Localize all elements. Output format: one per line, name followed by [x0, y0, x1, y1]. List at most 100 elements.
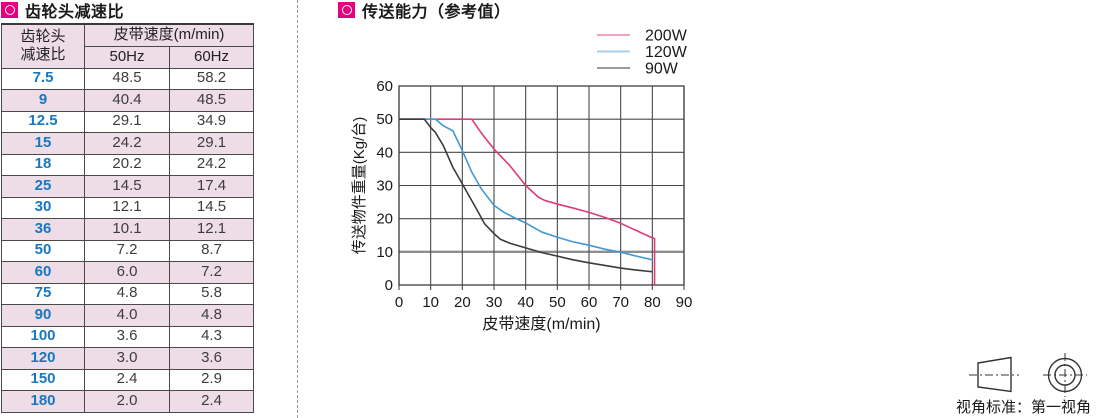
- x-tick-label: 20: [454, 294, 471, 311]
- section-bullet-icon: [338, 1, 355, 18]
- speed-60hz-cell: 58.2: [168, 67, 255, 90]
- series-line-120W: [399, 118, 653, 261]
- speed-60hz-cell: 34.9: [168, 110, 255, 133]
- series-line-90W: [399, 118, 653, 273]
- speed-50hz-cell: 10.1: [84, 218, 170, 241]
- speed-50hz-cell: 7.2: [84, 239, 170, 262]
- speed-60hz-cell: 2.4: [168, 390, 255, 413]
- speed-60hz-cell: 12.1: [168, 218, 255, 241]
- section-bullet-icon: [1, 1, 18, 18]
- y-tick-label: 0: [385, 277, 393, 294]
- table-row: 30 12.1 14.5: [1, 196, 255, 219]
- speed-60hz-cell: 4.8: [168, 304, 255, 327]
- chart-section-title-text: 传送能力（参考值）: [362, 3, 511, 21]
- ratio-cell: 12.5: [1, 110, 85, 133]
- table-row: 180 2.0 2.4: [1, 390, 255, 413]
- legend-label-90W: 90W: [645, 61, 679, 78]
- y-tick-label: 40: [376, 144, 393, 161]
- gear-ratio-table-body: 7.5 48.5 58.2 9 40.4 48.5 12.5 29.1 34.9 15 24.2 29…: [1, 67, 255, 413]
- gear-ratio-table: 齿轮头 减速比 皮带速度(m/min) 50Hz 60Hz 7.5 48.5 58.…: [1, 23, 255, 413]
- ratio-cell: 30: [1, 196, 85, 219]
- plot-frame: [398, 85, 685, 286]
- table-row: 18 20.2 24.2: [1, 153, 255, 176]
- speed-50hz-cell: 6.0: [84, 261, 170, 284]
- speed-50hz-cell: 48.5: [84, 67, 170, 90]
- ratio-cell: 50: [1, 239, 85, 262]
- ratio-cell: 36: [1, 218, 85, 241]
- speed-60hz-cell: 8.7: [168, 239, 255, 262]
- table-row: 90 4.0 4.8: [1, 304, 255, 327]
- x-tick-label: 60: [581, 294, 598, 311]
- table-row: 100 3.6 4.3: [1, 325, 255, 348]
- legend-label-200W: 200W: [645, 28, 688, 45]
- x-tick-label: 80: [644, 294, 661, 311]
- speed-50hz-cell: 2.4: [84, 368, 170, 391]
- table-row: 36 10.1 12.1: [1, 218, 255, 241]
- speed-50hz-cell: 14.5: [84, 175, 170, 198]
- table-section-title-text: 齿轮头减速比: [25, 3, 125, 21]
- chart-section-title: 传送能力（参考值）: [338, 1, 511, 21]
- speed-50hz-cell: 20.2: [84, 153, 170, 176]
- speed-50hz-cell: 3.0: [84, 347, 170, 370]
- header-60hz: 60Hz: [168, 45, 255, 69]
- ratio-cell: 90: [1, 304, 85, 327]
- ratio-cell: 100: [1, 325, 85, 348]
- speed-50hz-cell: 12.1: [84, 196, 170, 219]
- x-tick-label: 0: [395, 294, 403, 311]
- ratio-cell: 9: [1, 89, 85, 112]
- ratio-cell: 7.5: [1, 67, 85, 90]
- speed-60hz-cell: 4.3: [168, 325, 255, 348]
- speed-60hz-cell: 5.8: [168, 282, 255, 305]
- x-tick-label: 30: [486, 294, 503, 311]
- ratio-cell: 150: [1, 368, 85, 391]
- speed-60hz-cell: 14.5: [168, 196, 255, 219]
- x-tick-label: 70: [612, 294, 629, 311]
- first-angle-projection-symbol: [969, 353, 1087, 397]
- ratio-cell: 25: [1, 175, 85, 198]
- ratio-cell: 180: [1, 390, 85, 413]
- column-divider: [297, 0, 298, 418]
- speed-60hz-cell: 2.9: [168, 368, 255, 391]
- ratio-cell: 18: [1, 153, 85, 176]
- projection-standard-label: 视角标准：第一视角: [956, 399, 1092, 416]
- speed-50hz-cell: 29.1: [84, 110, 170, 133]
- speed-60hz-cell: 29.1: [168, 132, 255, 155]
- legend-label-120W: 120W: [645, 44, 688, 61]
- table-row: 75 4.8 5.8: [1, 282, 255, 305]
- y-tick-label: 30: [376, 178, 393, 195]
- table-row: 50 7.2 8.7: [1, 239, 255, 262]
- table-row: 9 40.4 48.5: [1, 89, 255, 112]
- series-line-200W: [399, 118, 656, 285]
- header-50hz: 50Hz: [84, 45, 170, 69]
- x-tick-label: 10: [422, 294, 439, 311]
- table-row: 60 6.0 7.2: [1, 261, 255, 284]
- x-tick-label: 90: [676, 294, 693, 311]
- y-tick-label: 50: [376, 111, 393, 128]
- table-row: 12.5 29.1 34.9: [1, 110, 255, 133]
- speed-50hz-cell: 2.0: [84, 390, 170, 413]
- speed-60hz-cell: 48.5: [168, 89, 255, 112]
- y-axis-title: 传送物件重量(Kg/台): [351, 117, 368, 255]
- y-tick-label: 20: [376, 211, 393, 228]
- table-row: 120 3.0 3.6: [1, 347, 255, 370]
- speed-50hz-cell: 4.0: [84, 304, 170, 327]
- gear-ratio-table-header: 齿轮头 减速比 皮带速度(m/min) 50Hz 60Hz: [1, 23, 255, 69]
- x-tick-label: 40: [517, 294, 534, 311]
- speed-50hz-cell: 3.6: [84, 325, 170, 348]
- ratio-cell: 60: [1, 261, 85, 284]
- x-axis-title: 皮带速度(m/min): [482, 315, 600, 333]
- speed-50hz-cell: 40.4: [84, 89, 170, 112]
- y-tick-label: 10: [376, 244, 393, 261]
- table-row: 15 24.2 29.1: [1, 132, 255, 155]
- belt-speed-header: 皮带速度(m/min): [83, 23, 255, 47]
- table-section-title: 齿轮头减速比: [1, 1, 124, 21]
- ratio-header-line1: 齿轮头: [20, 27, 66, 45]
- table-row: 150 2.4 2.9: [1, 368, 255, 391]
- speed-50hz-cell: 24.2: [84, 132, 170, 155]
- ratio-cell: 15: [1, 132, 85, 155]
- table-row: 7.5 48.5 58.2: [1, 67, 255, 90]
- table-row: 25 14.5 17.4: [1, 175, 255, 198]
- speed-50hz-cell: 4.8: [84, 282, 170, 305]
- y-tick-label: 60: [376, 78, 393, 95]
